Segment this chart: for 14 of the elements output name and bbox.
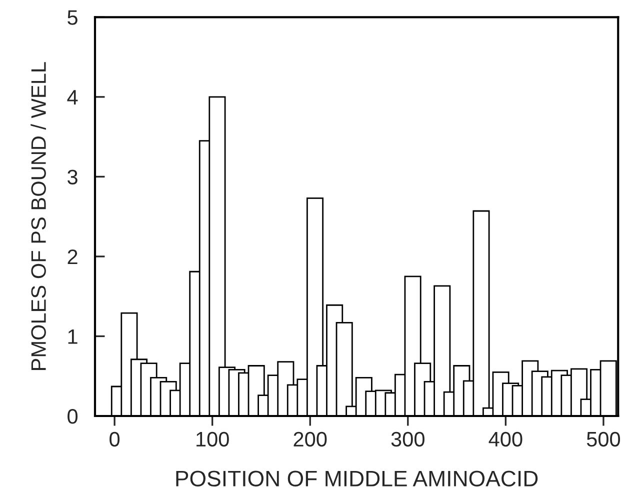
x-tick-label: 400	[488, 432, 522, 447]
x-tick-label: 100	[196, 432, 229, 447]
x-tick-label: 200	[294, 432, 327, 447]
x-tick-label: 300	[391, 432, 424, 447]
x-tick-label: 500	[586, 432, 620, 447]
y-tick-label: 1	[68, 329, 78, 344]
y-tick-label: 2	[68, 249, 78, 264]
y-tick-label: 0	[68, 409, 78, 424]
y-tick-label: 3	[68, 170, 78, 184]
y-tick-label: 4	[67, 90, 78, 104]
y-axis-title: PMOLES OF PS BOUND / WELL	[30, 62, 46, 370]
y-tick-label: 5	[68, 10, 78, 25]
x-axis-title: POSITION OF MIDDLE AMINOACID	[176, 470, 538, 486]
x-tick-label: 0	[110, 432, 120, 447]
